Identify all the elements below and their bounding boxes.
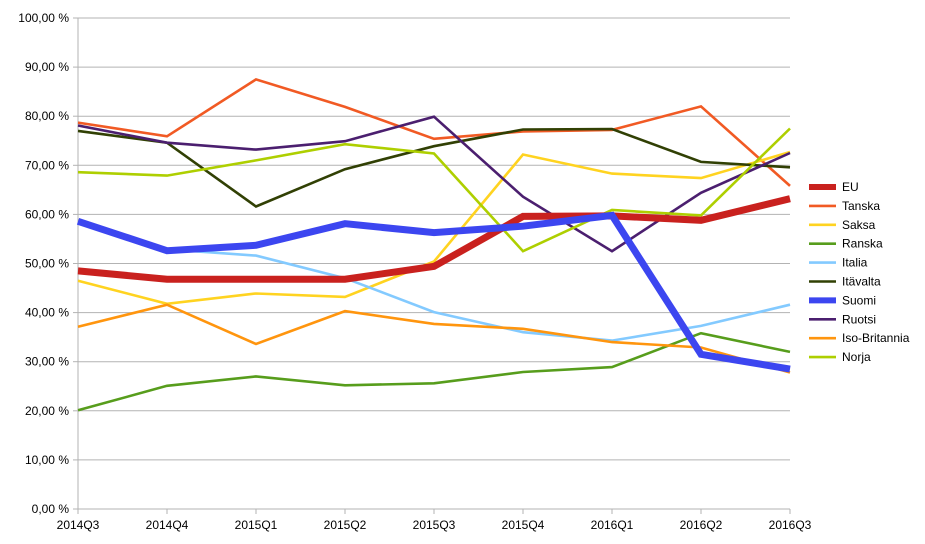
series-line-it-valta	[77, 127, 791, 208]
legend-label: Suomi	[842, 293, 876, 307]
y-axis-tick-labels: 0,00 % 10,00 % 20,00 % 30,00 % 40,00 % 50,00 …	[18, 11, 69, 516]
series-line-eu	[77, 195, 791, 283]
series-line-ruotsi	[77, 115, 791, 253]
y-tick-label: 20,00 %	[25, 404, 69, 418]
x-tick-label: 2016Q3	[769, 518, 812, 532]
y-tick-label: 60,00 %	[25, 207, 69, 221]
x-tick-label: 2016Q2	[680, 518, 723, 532]
legend-label: Ranska	[842, 237, 883, 251]
y-tick-label: 0,00 %	[32, 502, 70, 516]
x-tick-label: 2015Q1	[235, 518, 278, 532]
series-line-suomi	[76, 211, 791, 373]
x-tick-label: 2015Q3	[413, 518, 456, 532]
legend-label: EU	[842, 180, 859, 194]
series-line-tanska	[77, 77, 791, 187]
legend-label: Iso-Britannia	[842, 331, 910, 345]
legend: EU Tanska Saksa Ranska Italia Itävalta Suomi Ru…	[809, 180, 910, 364]
x-tick-label: 2016Q1	[591, 518, 634, 532]
series-line-ranska	[77, 331, 791, 412]
legend-label: Saksa	[842, 218, 876, 232]
y-tick-label: 40,00 %	[25, 306, 69, 320]
legend-label: Tanska	[842, 199, 880, 213]
x-tick-label: 2014Q3	[57, 518, 100, 532]
y-tick-label: 70,00 %	[25, 158, 69, 172]
series-line-iso-britannia	[77, 303, 791, 374]
y-tick-label: 50,00 %	[25, 257, 69, 271]
x-axis-tick-labels: 2014Q3 2014Q4 2015Q1 2015Q2 2015Q3 2015Q4 2016…	[57, 518, 812, 532]
legend-label: Italia	[842, 256, 868, 270]
legend-label: Itävalta	[842, 275, 881, 289]
y-tick-label: 30,00 %	[25, 355, 69, 369]
x-tick-label: 2015Q4	[502, 518, 545, 532]
y-tick-label: 10,00 %	[25, 453, 69, 467]
y-tick-label: 80,00 %	[25, 109, 69, 123]
series-line-norja	[77, 127, 791, 253]
x-tick-label: 2015Q2	[324, 518, 367, 532]
x-tick-label: 2014Q4	[146, 518, 189, 532]
series-line-saksa	[77, 150, 791, 306]
y-tick-label: 100,00 %	[18, 11, 69, 25]
legend-label: Norja	[842, 350, 871, 364]
y-tick-label: 90,00 %	[25, 60, 69, 74]
series-lines	[76, 77, 791, 412]
legend-label: Ruotsi	[842, 312, 876, 326]
